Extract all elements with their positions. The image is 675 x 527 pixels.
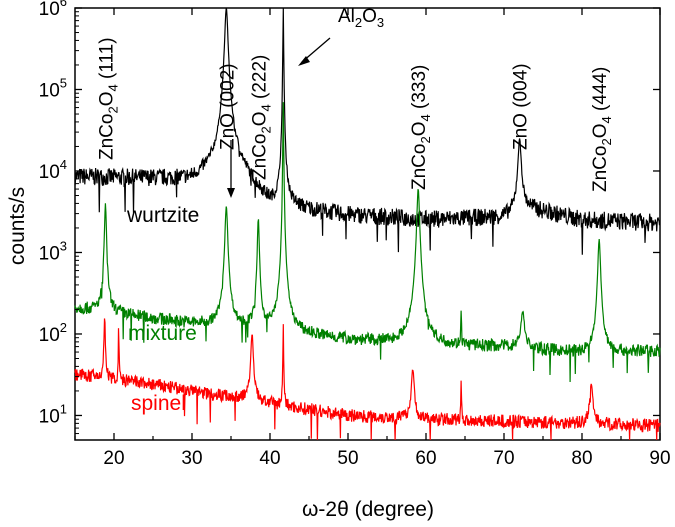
series-line-spinel xyxy=(74,318,661,441)
zno002-arrow-head xyxy=(227,188,235,198)
peak-label-zno-004: ZnO (004) xyxy=(511,63,532,150)
y-tick-label: 105 xyxy=(39,75,67,101)
x-tick-label: 40 xyxy=(259,448,280,469)
series-label-wurtzite: wurtzite xyxy=(126,204,199,227)
peak-label-znco2o4-222: ZnCo2O4 (222) xyxy=(249,55,273,180)
x-axis-title: ω-2θ (degree) xyxy=(302,498,434,521)
peak-label-znco2o4-333: ZnCo2O4 (333) xyxy=(409,65,433,190)
peak-label-znco2o4-444: ZnCo2O4 (444) xyxy=(590,67,614,192)
x-tick-label: 20 xyxy=(103,448,124,469)
x-tick-label: 50 xyxy=(337,448,358,469)
x-tick-label: 80 xyxy=(571,448,592,469)
al2o3-label: Al2O3 xyxy=(338,6,384,30)
y-tick-label: 103 xyxy=(39,238,67,264)
peak-label-znco2o4-111: ZnCo2O4 (111) xyxy=(96,37,120,160)
series-label-mixture: mixture xyxy=(128,322,197,345)
series-label-spinel: spinel xyxy=(131,392,186,415)
al2o3-arrow-head xyxy=(298,56,310,66)
x-tick-label: 90 xyxy=(649,448,670,469)
y-tick-label: 102 xyxy=(39,320,67,346)
x-tick-label: 60 xyxy=(415,448,436,469)
series-layer xyxy=(74,7,661,441)
y-axis-title: counts/s xyxy=(6,187,29,265)
x-tick-label: 70 xyxy=(493,448,514,469)
y-tick-label: 104 xyxy=(39,157,67,183)
ticks-layer: 20 30 40 50 60 70 80 90 101 102 103 104 105 106 xyxy=(39,0,671,469)
peak-label-zno-002: ZnO (002) xyxy=(217,63,238,150)
series-line-wurtzite xyxy=(74,7,661,255)
y-tick-label: 101 xyxy=(39,401,67,427)
series-line-mixture xyxy=(74,102,661,383)
x-tick-label: 30 xyxy=(181,448,202,469)
y-tick-label: 106 xyxy=(39,0,67,20)
